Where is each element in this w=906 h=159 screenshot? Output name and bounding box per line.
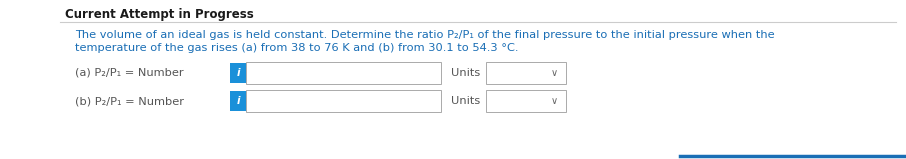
- FancyBboxPatch shape: [246, 62, 441, 84]
- FancyBboxPatch shape: [486, 62, 566, 84]
- Text: Units: Units: [451, 96, 480, 106]
- Text: (a) P₂/P₁ = Number: (a) P₂/P₁ = Number: [75, 68, 184, 78]
- Text: ∨: ∨: [551, 68, 557, 78]
- Text: The volume of an ideal gas is held constant. Determine the ratio P₂/P₁ of the fi: The volume of an ideal gas is held const…: [75, 30, 775, 40]
- Text: Current Attempt in Progress: Current Attempt in Progress: [65, 8, 254, 21]
- FancyBboxPatch shape: [230, 91, 246, 111]
- FancyBboxPatch shape: [486, 90, 566, 112]
- Text: temperature of the gas rises (a) from 38 to 76 K and (b) from 30.1 to 54.3 °C.: temperature of the gas rises (a) from 38…: [75, 43, 518, 53]
- Text: i: i: [236, 96, 240, 106]
- Text: (b) P₂/P₁ = Number: (b) P₂/P₁ = Number: [75, 96, 184, 106]
- Text: Units: Units: [451, 68, 480, 78]
- FancyBboxPatch shape: [230, 63, 246, 83]
- Text: i: i: [236, 68, 240, 78]
- Text: ∨: ∨: [551, 96, 557, 106]
- FancyBboxPatch shape: [246, 90, 441, 112]
